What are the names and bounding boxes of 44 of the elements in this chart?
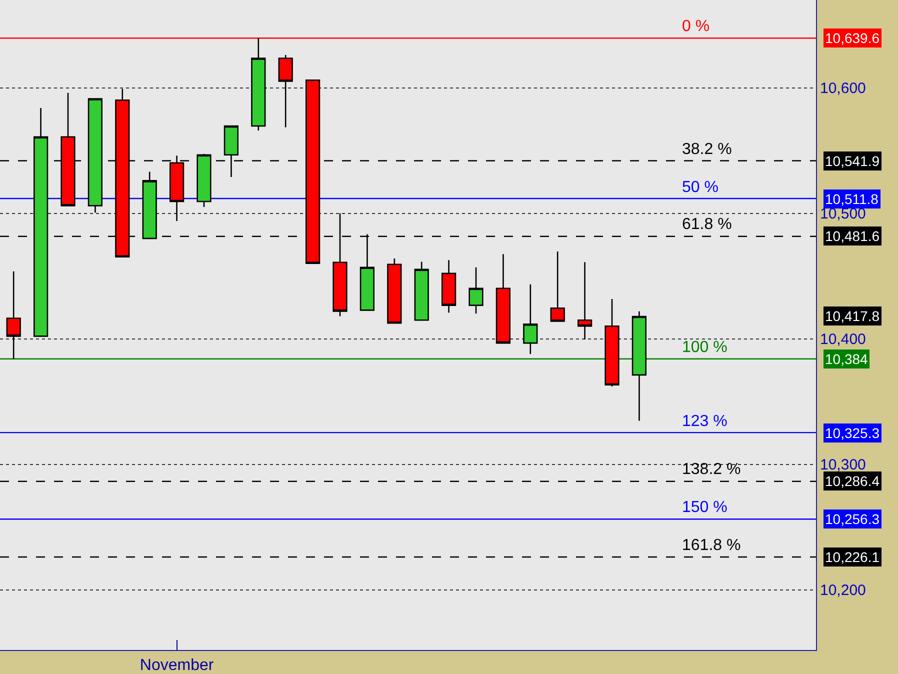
y-tick-label: 10,500 [820,206,866,223]
candlestick [496,253,511,344]
ref-line-label: 10,511.8 [825,191,879,207]
candlestick [33,107,48,337]
text: 10,417.8 [825,308,880,324]
candlestick [224,125,239,178]
ref-line-label: 10,325.3 [825,425,880,441]
candlestick [88,98,103,214]
annotation: 61.8 % [682,216,732,233]
candlestick [278,54,293,128]
ref-line-label: 10,226.1 [825,549,880,565]
candlestick [196,153,212,208]
ref-line-label: 10,541.9 [825,153,880,169]
annotation: 161.8 % [682,537,741,554]
candlestick [523,284,538,355]
annotation: 150 % [682,499,728,516]
candlestick [414,261,429,321]
y-tick-label: 10,200 [820,582,866,600]
candlestick [468,266,484,314]
annotation: 0 % [682,18,710,35]
candlestick [305,80,320,264]
annotation: 100 % [682,339,728,356]
candlestick [251,38,266,132]
candlestick [632,310,647,422]
ref-line-label: 10,384 [825,351,868,367]
candlestick [441,259,456,314]
annotation: 38.2 % [682,141,732,158]
candlestick [142,171,157,240]
ref-line-label: 10,256.3 [825,511,880,527]
candlestick [577,261,592,340]
y-tick-label: 10,600 [820,80,866,98]
candlestick [6,270,21,360]
y-tick-label: 10,400 [820,331,866,348]
candlestick [387,258,402,324]
y-tick-label: 10,300 [820,456,866,474]
annotation: 138.2 % [682,461,741,478]
candlestick [604,298,620,388]
annotation: 50 % [682,179,718,196]
candlestick [550,250,565,322]
ref-line-label: 10,481.6 [825,228,880,244]
ref-line-label: 10,639.6 [825,30,880,46]
ref-line-label: 10,286.4 [825,473,880,489]
annotation: 123 % [682,413,728,430]
x-tick-label: November [140,657,214,674]
